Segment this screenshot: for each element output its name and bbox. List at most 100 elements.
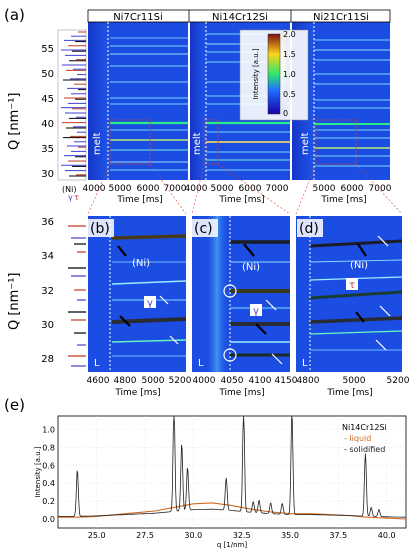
panel-e-xlabel: q [1/nm] — [217, 541, 247, 549]
x-tick: 32.5 — [233, 531, 251, 540]
x-axis-label: Time [ms] — [218, 388, 264, 398]
melt-label: melt — [92, 132, 103, 155]
x-tick: 6000 — [137, 184, 160, 194]
x-tick: 35.0 — [281, 531, 299, 540]
colorbar-tick: 0 — [283, 109, 288, 118]
panel-e-plot — [57, 415, 407, 529]
colorbar-tick: 1.5 — [283, 50, 296, 59]
colorbar-tick: 2.0 — [283, 30, 296, 39]
y-tick: 30 — [41, 320, 54, 331]
x-axis-label: Time [ms] — [326, 388, 372, 398]
y-tick: 35 — [41, 144, 54, 155]
gamma-annotation: γ — [147, 298, 153, 309]
y-tick: 32 — [41, 286, 54, 297]
legend-liquid: - liquid — [344, 434, 371, 443]
x-tick: 5200 — [169, 376, 192, 386]
x-tick: 4000 — [83, 184, 106, 194]
y-tick: 28 — [41, 354, 54, 365]
panel-e-ylabel: Intensity [a.u.] — [34, 446, 42, 498]
diffraction-line — [111, 280, 187, 285]
x-tick: 5000 — [142, 376, 165, 386]
diffraction-line — [111, 234, 187, 240]
x-axis-label: Time [ms] — [114, 388, 160, 398]
diffraction-line — [309, 259, 403, 263]
diffraction-line — [309, 316, 403, 324]
ref-ni-label: (Ni) — [62, 185, 76, 194]
panel-a-label: (a) — [4, 6, 25, 24]
legend-solidified: - solidified — [344, 445, 385, 454]
x-tick: 40.0 — [378, 531, 396, 540]
liquid-annotation: L — [198, 358, 204, 369]
ni-annotation: (Ni) — [242, 262, 260, 273]
liquid-annotation: L — [302, 358, 308, 369]
ref-gamma-label: γ — [68, 193, 73, 202]
x-tick: 37.5 — [329, 531, 347, 540]
ni-annotation: (Ni) — [350, 260, 368, 271]
x-tick: 4100 — [249, 376, 272, 386]
panel-e-label: (e) — [4, 396, 25, 414]
ni-annotation: (Ni) — [132, 258, 150, 269]
diffraction-line — [309, 290, 403, 300]
x-axis-label: Time [ms] — [218, 195, 264, 205]
heatmap-3-title: Ni21Cr11Si — [313, 12, 369, 23]
x-axis-label: Time [ms] — [116, 195, 162, 205]
diffraction-line — [309, 330, 403, 335]
x-tick: 5000 — [211, 184, 234, 194]
heatmap-2-title: Ni14Cr12Si — [212, 12, 268, 23]
x-tick: 6000 — [341, 184, 364, 194]
panel-c — [192, 216, 290, 372]
y-tick: 1.0 — [42, 425, 55, 434]
panel-c-label: (c) — [194, 221, 213, 237]
x-tick: 4000 — [185, 184, 208, 194]
x-tick: 4800 — [297, 376, 320, 386]
y-tick: 55 — [41, 44, 54, 55]
reference-sticks — [57, 29, 87, 181]
x-tick: 25.0 — [88, 531, 106, 540]
x-tick: 6000 — [239, 184, 262, 194]
y-tick: 0.4 — [42, 479, 55, 488]
series-solidified — [58, 415, 406, 518]
x-tick: 27.5 — [136, 531, 154, 540]
colorbar-label: Intensity [a.u.] — [252, 48, 260, 100]
x-tick: 5200 — [387, 376, 410, 386]
panel-d — [296, 216, 403, 372]
diffraction-line — [309, 239, 403, 248]
panel-d-label: (d) — [299, 221, 319, 237]
legend-title: Ni14Cr12Si — [342, 423, 387, 432]
y-tick: 0.8 — [42, 443, 55, 452]
x-tick: 5000 — [313, 184, 336, 194]
tau-annotation: τ — [349, 280, 355, 291]
y-tick: 36 — [41, 217, 54, 228]
x-tick: 4600 — [87, 376, 110, 386]
liquid-annotation: L — [94, 358, 100, 369]
reference-sticks-zoom — [58, 216, 86, 372]
y-tick: 34 — [41, 251, 54, 262]
y-tick: 45 — [41, 94, 54, 105]
x-tick: 7000 — [369, 184, 392, 194]
ref-tau-label: τ — [74, 193, 79, 202]
panel-b — [88, 216, 187, 372]
y-tick: 40 — [41, 119, 54, 130]
melt-label: melt — [192, 132, 203, 155]
y-tick: 0.6 — [42, 461, 55, 470]
y-tick: 0.2 — [42, 497, 55, 506]
x-tick: 7000 — [164, 184, 187, 194]
gamma-annotation: γ — [253, 306, 259, 317]
x-tick: 7000 — [266, 184, 289, 194]
melt-label: melt — [300, 132, 311, 155]
heatmap-1 — [88, 10, 188, 180]
colorbar-tick: 1.0 — [283, 70, 296, 79]
x-tick: 5000 — [343, 376, 366, 386]
panel-a-ylabel: Q [nm⁻¹] — [7, 93, 22, 150]
y-tick: 30 — [41, 169, 54, 180]
x-tick: 4800 — [114, 376, 137, 386]
y-tick: 0.0 — [42, 515, 55, 524]
x-tick: 4050 — [221, 376, 244, 386]
heatmap-1-title: Ni7Cr11Si — [113, 12, 163, 23]
x-axis-label: Time [ms] — [320, 195, 366, 205]
colorbar-tick: 0.5 — [283, 90, 296, 99]
x-tick: 4150 — [275, 376, 298, 386]
x-tick: 30.0 — [184, 531, 202, 540]
panel-b-label: (b) — [90, 221, 110, 237]
